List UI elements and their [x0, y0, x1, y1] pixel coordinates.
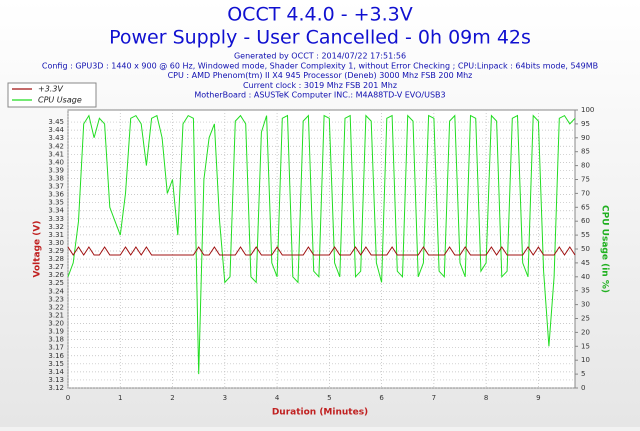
y2-tick-label: 100 — [581, 106, 594, 114]
y-tick-label: 3.31 — [48, 231, 64, 239]
y-tick-label: 3.38 — [48, 174, 64, 182]
y2-tick-label: 25 — [581, 315, 590, 323]
y-tick-label: 3.20 — [48, 320, 64, 328]
y-tick-label: 3.19 — [48, 328, 64, 336]
y-tick-label: 3.45 — [48, 118, 64, 126]
y-tick-label: 3.26 — [48, 271, 64, 279]
y2-tick-label: 80 — [581, 162, 590, 170]
y2-tick-label: 35 — [581, 287, 590, 295]
y2-tick-label: 40 — [581, 273, 590, 281]
y-tick-label: 3.21 — [48, 311, 64, 319]
y2-tick-label: 85 — [581, 148, 590, 156]
y-tick-label: 3.24 — [48, 287, 64, 295]
y-tick-label: 3.27 — [48, 263, 64, 271]
y-tick-label: 3.12 — [48, 384, 64, 392]
y-tick-label: 3.16 — [48, 352, 64, 360]
info-line: Generated by OCCT : 2014/07/22 17:51:56 — [234, 52, 406, 61]
y-tick-label: 3.41 — [48, 150, 64, 158]
y2-tick-label: 15 — [581, 342, 590, 350]
chart-subtitle: Power Supply - User Cancelled - 0h 09m 4… — [109, 27, 531, 49]
x-tick-label: 5 — [327, 394, 331, 402]
x-tick-label: 1 — [118, 394, 122, 402]
y2-tick-label: 30 — [581, 301, 590, 309]
info-line: Config : GPU3D : 1440 x 900 @ 60 Hz, Win… — [42, 61, 598, 70]
series-line — [67, 246, 576, 256]
x-tick-label: 3 — [223, 394, 227, 402]
y2-tick-label: 95 — [581, 120, 590, 128]
x-tick-label: 2 — [170, 394, 174, 402]
y2-axis-label: CPU Usage (in %) — [600, 205, 610, 293]
y-tick-label: 3.37 — [48, 183, 64, 191]
y-tick-label: 3.17 — [48, 344, 64, 352]
series-line — [67, 114, 576, 375]
x-tick-label: 7 — [432, 394, 436, 402]
y-tick-label: 3.28 — [48, 255, 64, 263]
x-tick-label: 9 — [536, 394, 540, 402]
info-line: MotherBoard : ASUSTeK Computer INC.: M4A… — [194, 91, 445, 100]
y-axis-label: Voltage (V) — [33, 221, 43, 278]
y-tick-label: 3.22 — [48, 303, 64, 311]
x-axis-label: Duration (Minutes) — [272, 408, 368, 418]
x-tick-label: 4 — [275, 394, 280, 402]
y-tick-label: 3.43 — [48, 134, 64, 142]
legend-label: CPU Usage — [38, 96, 82, 105]
y-tick-label: 3.29 — [48, 247, 64, 255]
legend-label: +3.3V — [38, 85, 63, 94]
y-tick-label: 3.33 — [48, 215, 64, 223]
plot-area — [67, 109, 576, 389]
y2-tick-label: 60 — [581, 217, 590, 225]
y-tick-label: 3.25 — [48, 279, 64, 287]
y-tick-label: 3.14 — [48, 368, 64, 376]
y-tick-label: 3.39 — [48, 166, 64, 174]
x-tick-label: 8 — [484, 394, 488, 402]
y-tick-label: 3.32 — [48, 223, 64, 231]
y2-tick-label: 90 — [581, 134, 590, 142]
y-tick-label: 3.40 — [48, 158, 64, 166]
y-tick-label: 3.42 — [48, 142, 64, 150]
y-tick-label: 3.23 — [48, 295, 64, 303]
x-tick-label: 6 — [379, 394, 384, 402]
y2-tick-label: 65 — [581, 203, 590, 211]
x-tick-label: 0 — [66, 394, 70, 402]
y-tick-label: 3.30 — [48, 239, 64, 247]
info-line: Current clock : 3019 Mhz FSB 201 Mhz — [243, 81, 397, 90]
y2-tick-label: 75 — [581, 176, 590, 184]
legend — [7, 82, 97, 108]
y2-tick-label: 10 — [581, 356, 590, 364]
y-tick-label: 3.13 — [48, 376, 64, 384]
y2-tick-label: 50 — [581, 245, 590, 253]
y-tick-label: 3.15 — [48, 360, 64, 368]
y-tick-label: 3.34 — [48, 207, 64, 215]
y-tick-label: 3.18 — [48, 336, 64, 344]
y2-tick-label: 45 — [581, 259, 590, 267]
y-tick-label: 3.44 — [48, 126, 64, 134]
info-line: CPU : AMD Phenom(tm) II X4 945 Processor… — [168, 71, 473, 80]
y2-tick-label: 70 — [581, 189, 590, 197]
y2-tick-label: 0 — [581, 384, 585, 392]
y2-tick-label: 55 — [581, 231, 590, 239]
chart-title: OCCT 4.4.0 - +3.3V — [227, 4, 413, 26]
y-tick-label: 3.35 — [48, 199, 64, 207]
y-tick-label: 3.36 — [48, 191, 64, 199]
y2-tick-label: 20 — [581, 328, 590, 336]
y2-tick-label: 5 — [581, 370, 585, 378]
